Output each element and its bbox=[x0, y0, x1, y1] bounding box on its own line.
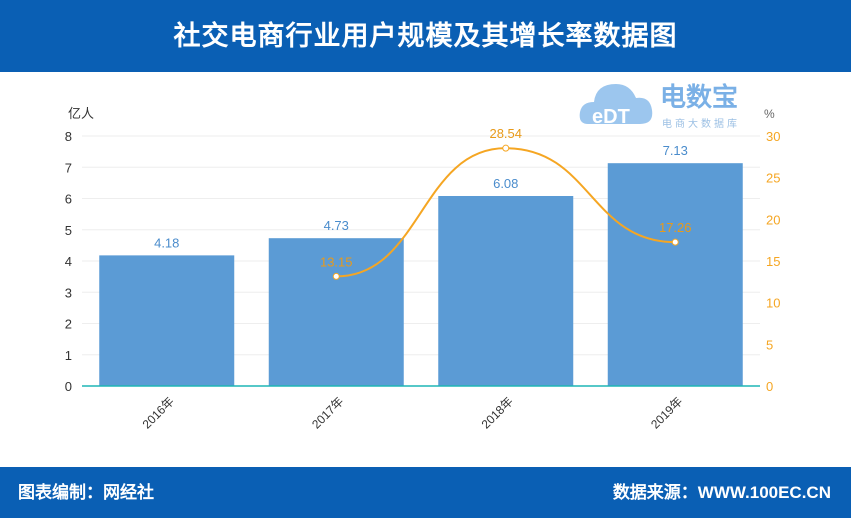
bar-data-label: 4.18 bbox=[154, 235, 179, 250]
x-tick-label: 2019年 bbox=[648, 394, 685, 431]
bar bbox=[438, 196, 574, 386]
y-left-tick-label: 1 bbox=[65, 348, 72, 363]
line-point bbox=[671, 238, 679, 246]
y-left-axis-title: 亿人 bbox=[68, 106, 94, 121]
y-left-tick-label: 8 bbox=[65, 129, 72, 144]
y-left-tick-label: 7 bbox=[65, 160, 72, 175]
y-left-tick-label: 3 bbox=[65, 285, 72, 300]
bar bbox=[268, 238, 404, 386]
bar-data-label: 6.08 bbox=[493, 176, 518, 191]
y-left-tick-label: 2 bbox=[65, 317, 72, 332]
bar-data-label: 7.13 bbox=[663, 143, 688, 158]
x-tick-label: 2017年 bbox=[309, 394, 346, 431]
cloud-logo-icon: eDT 电数宝 电商大数据库 bbox=[579, 82, 740, 130]
footer-source: 数据来源：WWW.100EC.CN bbox=[612, 483, 831, 502]
logo-mark: eDT bbox=[592, 106, 630, 128]
bar bbox=[607, 163, 743, 386]
y-left-tick-label: 5 bbox=[65, 223, 72, 238]
line-point bbox=[332, 272, 340, 280]
line-data-label: 13.15 bbox=[320, 254, 353, 269]
line-data-label: 28.54 bbox=[489, 126, 522, 141]
x-tick-label: 2016年 bbox=[140, 394, 177, 431]
y-left-tick-label: 0 bbox=[65, 379, 72, 394]
footer: 图表编制：网经社 数据来源：WWW.100EC.CN bbox=[0, 467, 851, 518]
line-data-label: 17.26 bbox=[659, 220, 692, 235]
chart: 0 1 2 3 4 5 6 7 8 0 5 10 15 20 25 30 亿人 % 4.18 2016年 4.73 201… bbox=[65, 106, 781, 431]
y-right-tick-label: 20 bbox=[766, 212, 780, 227]
x-tick-label: 2018年 bbox=[479, 394, 516, 431]
page-title: 社交电商行业用户规模及其增长率数据图 bbox=[0, 0, 851, 72]
y-right-tick-label: 10 bbox=[766, 296, 780, 311]
logo-subtext: 电商大数据库 bbox=[662, 117, 740, 130]
cloud-shape bbox=[579, 84, 653, 124]
y-right-tick-label: 0 bbox=[766, 379, 773, 394]
line-point bbox=[502, 144, 510, 152]
y-right-tick-label: 30 bbox=[766, 129, 780, 144]
y-right-tick-label: 15 bbox=[766, 254, 780, 269]
y-left-tick-label: 4 bbox=[65, 254, 72, 269]
bar-data-label: 4.73 bbox=[324, 218, 349, 233]
logo: eDT 电数宝 电商大数据库 bbox=[578, 74, 750, 132]
logo-text: 电数宝 bbox=[660, 82, 738, 112]
footer-author: 图表编制：网经社 bbox=[18, 483, 154, 502]
y-right-axis-title: % bbox=[764, 107, 775, 121]
bar bbox=[99, 255, 235, 386]
y-right-tick-label: 5 bbox=[766, 337, 773, 352]
y-right-tick-label: 25 bbox=[766, 171, 780, 186]
y-left-tick-label: 6 bbox=[65, 192, 72, 207]
